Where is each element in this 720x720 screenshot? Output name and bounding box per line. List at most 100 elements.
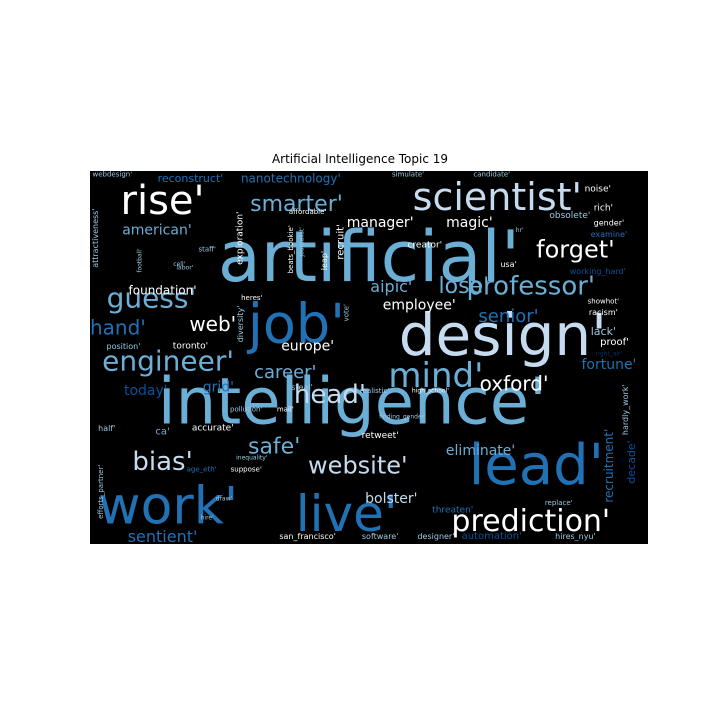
word-1: intelligence' — [158, 365, 547, 439]
word-66: exploration' — [236, 211, 246, 264]
word-50: threaten' — [432, 505, 473, 515]
word-80: high_school' — [412, 388, 449, 395]
word-11: smarter' — [250, 192, 343, 217]
word-76: steal' — [291, 383, 313, 392]
word-32: eliminate' — [446, 443, 515, 459]
word-53: accurate' — [192, 423, 234, 433]
word-75: position' — [107, 342, 141, 351]
word-18: bias' — [132, 447, 192, 477]
word-97: proof' — [600, 337, 629, 348]
word-8: scientist' — [413, 175, 582, 219]
cloud-background — [90, 171, 648, 544]
word-17: head' — [294, 380, 366, 410]
word-88: rich' — [594, 203, 613, 213]
word-62: attractiveness' — [91, 208, 100, 267]
word-14: professor' — [467, 272, 596, 302]
word-95: racism' — [589, 308, 618, 317]
word-99: labor' — [176, 264, 193, 271]
word-43: decade' — [625, 440, 638, 483]
word-45: automation' — [462, 531, 522, 542]
word-68: journalist' — [299, 227, 306, 258]
word-33: bolster' — [365, 491, 417, 507]
word-26: manager' — [347, 215, 414, 231]
word-57: suppose' — [231, 465, 262, 473]
word-23: career' — [254, 362, 316, 383]
word-cloud: artificial' intelligence'design' job' work'… — [90, 171, 648, 544]
word-73: diversity' — [236, 306, 245, 343]
word-41: webdesign' — [93, 171, 133, 179]
words-layer: artificial' intelligence'design' job' work'… — [90, 171, 638, 544]
word-44: hardly_work' — [621, 384, 630, 435]
word-52: retweet' — [362, 431, 399, 441]
word-86: candidate' — [473, 171, 510, 179]
word-94: showhot' — [588, 298, 620, 306]
word-29: aipic' — [370, 277, 412, 296]
word-59: draw' — [216, 496, 233, 503]
word-78: pollution' — [230, 406, 262, 414]
word-28: american' — [122, 223, 191, 239]
word-82: affordable' — [289, 208, 327, 216]
word-40: reconstruct' — [158, 172, 224, 185]
word-79: realistic' — [360, 387, 389, 395]
word-93: hr' — [516, 227, 524, 234]
word-37: foundation' — [129, 283, 197, 297]
word-51: replace' — [545, 499, 573, 507]
word-84: usa' — [500, 260, 516, 269]
word-74: toronto' — [173, 341, 208, 351]
word-31: europe' — [281, 338, 334, 354]
word-72: heres' — [241, 294, 262, 302]
word-36: grid' — [203, 379, 234, 395]
word-12: engineer' — [102, 345, 234, 378]
word-85: simulate' — [392, 171, 424, 179]
word-91: examine' — [591, 230, 628, 239]
word-55: half' — [98, 424, 115, 433]
word-21: hand' — [90, 316, 146, 340]
word-96: lack' — [591, 325, 616, 338]
word-4: work' — [98, 477, 238, 537]
word-19: oxford' — [480, 372, 549, 396]
chart-title: Artificial Intelligence Topic 19 — [271, 152, 449, 166]
word-2: design' — [399, 301, 607, 369]
word-89: obsolete' — [549, 211, 590, 221]
word-47: software' — [362, 532, 399, 541]
word-5: live' — [296, 485, 398, 543]
word-67: beats_bookie' — [287, 225, 295, 273]
word-71: vote' — [343, 304, 351, 321]
word-58: inequality' — [236, 455, 268, 462]
word-15: website' — [308, 452, 408, 480]
word-0: artificial' — [218, 216, 520, 298]
word-30: employee' — [383, 297, 456, 313]
word-34: sentient' — [128, 527, 198, 544]
word-27: magic' — [446, 215, 493, 231]
word-77: mail' — [277, 406, 294, 414]
word-92: working_hard' — [570, 267, 626, 276]
word-3: job' — [247, 292, 345, 355]
word-64: cell' — [173, 261, 185, 268]
word-60: hire' — [201, 514, 214, 521]
word-25: senior' — [478, 306, 538, 327]
word-10: prediction' — [451, 504, 610, 539]
word-35: today' — [124, 383, 168, 399]
word-13: guess' — [107, 281, 197, 314]
word-83: creator' — [407, 241, 442, 251]
word-48: san_francisco' — [279, 532, 336, 541]
word-98: right_air' — [596, 350, 623, 357]
word-38: fortune' — [581, 357, 636, 373]
word-61: efforts_partner' — [97, 465, 105, 519]
word-54: ca' — [155, 427, 169, 438]
word-90: gender' — [594, 219, 625, 228]
word-49: hires_nyu' — [555, 532, 596, 541]
word-87: noise' — [585, 185, 611, 195]
word-65: staff' — [198, 245, 216, 253]
word-63: football' — [137, 248, 144, 273]
word-70: recruit' — [336, 224, 347, 259]
word-20: lose' — [439, 274, 490, 299]
word-42: recruitment' — [602, 429, 616, 503]
word-56: age_eth' — [187, 465, 217, 473]
word-81: finding_gender' — [379, 414, 426, 421]
word-24: safe' — [248, 435, 300, 460]
word-9: mind' — [388, 356, 483, 396]
word-46: designer' — [417, 532, 454, 541]
word-22: web' — [189, 312, 236, 336]
word-6: lead' — [469, 433, 604, 498]
